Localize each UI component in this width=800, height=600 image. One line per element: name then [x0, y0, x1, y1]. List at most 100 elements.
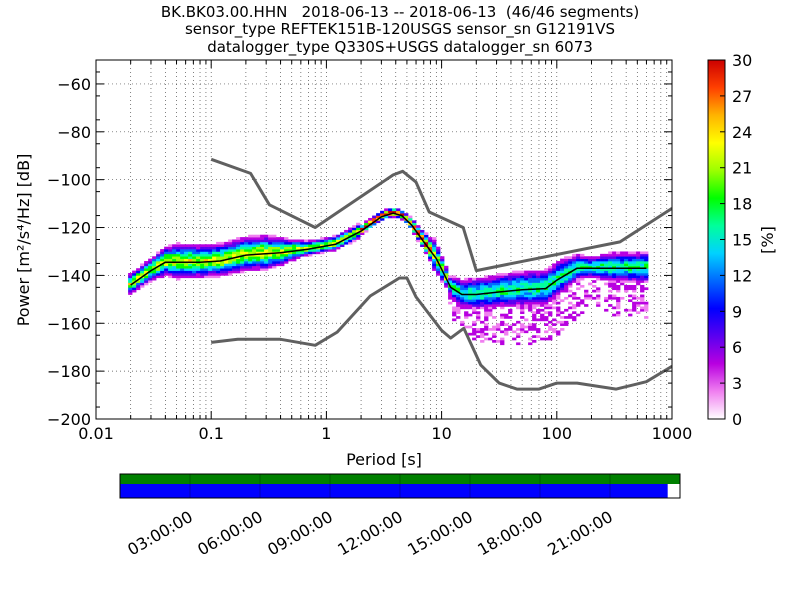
heat-cell: [412, 222, 417, 226]
heat-cell: [228, 239, 233, 243]
heat-cell: [192, 253, 197, 257]
heat-cell: [452, 289, 457, 293]
heat-cell: [496, 275, 501, 279]
heat-cell: [436, 249, 441, 252]
heat-cell: [476, 301, 481, 305]
heat-cell: [472, 292, 477, 295]
heat-cell: [404, 213, 409, 216]
heat-cell: [224, 244, 229, 247]
heat-cell: [420, 241, 425, 245]
heat-cell: [156, 268, 161, 271]
heat-cell: [552, 282, 557, 286]
heat-cell: [180, 265, 185, 269]
heat-cell: [504, 292, 509, 295]
heat-cell: [612, 306, 617, 310]
heat-cell: [476, 316, 481, 319]
heat-cell: [240, 258, 245, 262]
heat-cell: [140, 270, 145, 274]
heat-cell: [368, 217, 373, 221]
heat-cell: [296, 246, 301, 250]
heat-cell: [512, 294, 517, 298]
heat-cell: [468, 292, 473, 295]
heat-cell: [516, 280, 521, 283]
heat-cell: [444, 284, 449, 288]
heat-cell: [484, 294, 489, 298]
heat-cell: [560, 270, 565, 274]
heat-cell: [608, 265, 613, 269]
heat-cell: [628, 313, 633, 317]
heat-cell: [508, 301, 513, 305]
heat-cell: [596, 263, 601, 267]
y-tick-label: −100: [47, 171, 91, 190]
heat-cell: [352, 229, 357, 233]
heat-cell: [492, 292, 497, 295]
heat-cell: [256, 239, 261, 243]
heat-cell: [232, 239, 237, 243]
heat-cell: [208, 263, 213, 267]
heat-cell: [348, 227, 353, 231]
heat-cell: [572, 311, 577, 314]
heat-cell: [456, 311, 461, 314]
heat-cell: [528, 328, 533, 331]
heat-cell: [596, 304, 601, 307]
heat-cell: [452, 313, 457, 317]
heat-cell: [512, 275, 517, 279]
heat-cell: [588, 256, 593, 259]
heat-cell: [144, 261, 149, 264]
heat-cell: [528, 282, 533, 286]
heat-cell: [160, 273, 165, 276]
heat-cell: [280, 244, 285, 247]
heat-cell: [252, 256, 257, 259]
heat-cell: [272, 256, 277, 259]
heat-cell: [452, 280, 457, 283]
heat-cell: [284, 246, 289, 250]
heat-cell: [248, 237, 253, 240]
heat-cell: [264, 239, 269, 243]
heat-cell: [452, 275, 457, 279]
heat-cell: [248, 268, 253, 271]
heat-cell: [644, 277, 649, 281]
heat-cell: [612, 256, 617, 259]
heat-cell: [348, 237, 353, 240]
heat-cell: [456, 299, 461, 303]
heat-cell: [220, 251, 225, 255]
heat-cell: [324, 239, 329, 243]
heat-cell: [572, 306, 577, 310]
heat-cell: [368, 225, 373, 228]
heat-cell: [364, 229, 369, 233]
heat-cell: [272, 263, 277, 267]
heat-cell: [584, 261, 589, 264]
heat-cell: [544, 311, 549, 314]
heat-cell: [164, 270, 169, 274]
heat-cell: [320, 251, 325, 255]
heat-cell: [516, 289, 521, 293]
heat-cell: [180, 270, 185, 274]
heat-cell: [504, 332, 509, 336]
heat-cell: [616, 256, 621, 259]
heat-cell: [240, 270, 245, 274]
heat-cell: [260, 246, 265, 250]
heat-cell: [228, 273, 233, 276]
heat-cell: [592, 261, 597, 264]
heat-cell: [616, 280, 621, 283]
heat-cell: [512, 304, 517, 307]
heat-cell: [220, 261, 225, 264]
heat-cell: [252, 251, 257, 255]
heat-cell: [564, 277, 569, 281]
heat-cell: [340, 241, 345, 245]
heat-cell: [544, 330, 549, 334]
heat-cell: [580, 261, 585, 264]
heat-cell: [448, 292, 453, 295]
heat-cell: [604, 265, 609, 269]
heat-cell: [468, 289, 473, 293]
heat-cell: [596, 294, 601, 298]
heat-cell: [636, 256, 641, 259]
heat-cell: [548, 311, 553, 314]
heat-cell: [392, 213, 397, 216]
heat-cell: [172, 265, 177, 269]
heat-cell: [508, 280, 513, 283]
heat-cell: [236, 258, 241, 262]
heat-cell: [532, 294, 537, 298]
heat-cell: [216, 246, 221, 250]
heat-cell: [528, 277, 533, 281]
